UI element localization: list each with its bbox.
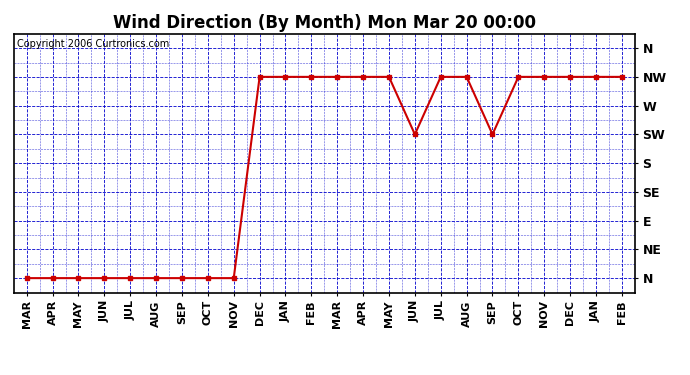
Text: Copyright 2006 Curtronics.com: Copyright 2006 Curtronics.com <box>17 39 169 49</box>
Title: Wind Direction (By Month) Mon Mar 20 00:00: Wind Direction (By Month) Mon Mar 20 00:… <box>112 14 536 32</box>
